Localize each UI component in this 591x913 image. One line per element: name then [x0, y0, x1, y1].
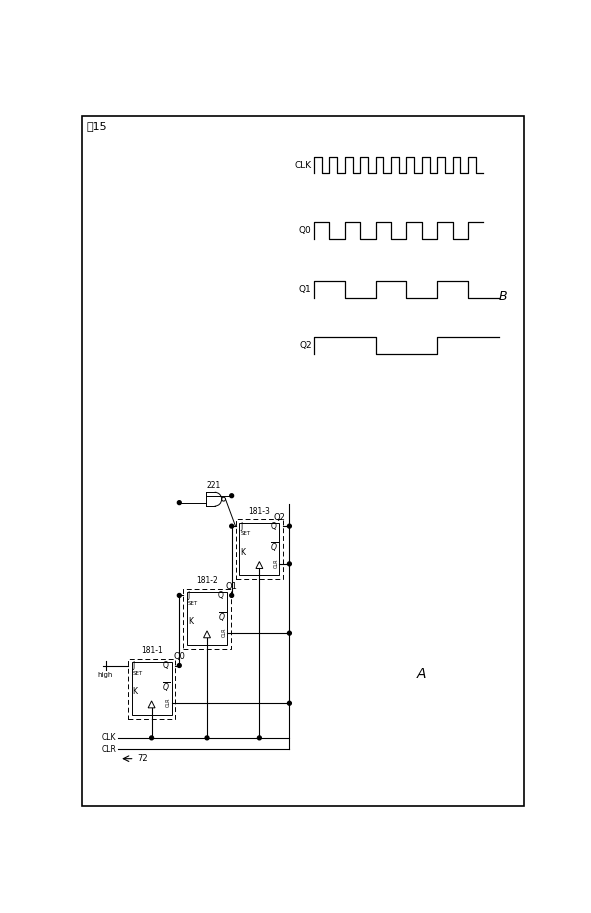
Circle shape	[287, 524, 291, 528]
Text: 72: 72	[137, 754, 148, 763]
Circle shape	[230, 593, 233, 597]
Text: 181-3: 181-3	[248, 507, 270, 516]
Text: $\overline{Q}$: $\overline{Q}$	[270, 541, 278, 554]
Text: $\overline{Q}$: $\overline{Q}$	[218, 611, 226, 624]
Text: CLR: CLR	[166, 698, 171, 708]
Circle shape	[230, 494, 233, 498]
Text: 181-1: 181-1	[141, 646, 163, 656]
Text: Q1: Q1	[226, 582, 238, 591]
Text: Q2: Q2	[274, 512, 285, 521]
Text: CLR: CLR	[274, 559, 278, 568]
Text: CLK: CLK	[102, 733, 116, 742]
Text: B: B	[498, 290, 507, 303]
Circle shape	[177, 664, 181, 667]
Text: SET: SET	[240, 531, 250, 536]
Text: A: A	[417, 667, 427, 681]
Bar	[239, 523, 280, 575]
Text: K: K	[188, 617, 193, 626]
Bar	[187, 593, 227, 645]
Text: Q: Q	[270, 521, 276, 530]
Bar	[183, 589, 231, 648]
Text: Q1: Q1	[299, 285, 311, 294]
Circle shape	[150, 736, 154, 740]
Text: 221: 221	[206, 481, 220, 490]
Text: SET: SET	[132, 671, 142, 676]
Circle shape	[230, 524, 233, 528]
Circle shape	[287, 561, 291, 566]
Text: Q0: Q0	[173, 652, 185, 661]
Text: CLK: CLK	[295, 161, 311, 170]
Text: J: J	[240, 521, 242, 530]
Circle shape	[177, 500, 181, 505]
Text: J: J	[188, 591, 190, 600]
Circle shape	[258, 736, 261, 740]
Circle shape	[205, 736, 209, 740]
Text: 181-2: 181-2	[196, 576, 218, 585]
Text: Q: Q	[218, 591, 223, 600]
Text: $\overline{Q}$: $\overline{Q}$	[163, 680, 170, 694]
Bar	[128, 658, 176, 719]
Text: SET: SET	[188, 601, 198, 605]
Circle shape	[287, 631, 291, 635]
Text: CLR: CLR	[101, 745, 116, 754]
Bar	[132, 663, 171, 715]
Circle shape	[177, 593, 181, 597]
Text: Q2: Q2	[299, 341, 311, 351]
Text: K: K	[240, 548, 245, 557]
Text: K: K	[132, 687, 137, 697]
Text: Q0: Q0	[299, 226, 311, 235]
Text: J: J	[132, 661, 135, 670]
Circle shape	[287, 701, 291, 705]
Text: 図15: 図15	[86, 121, 107, 131]
Bar	[235, 519, 283, 579]
Text: Q: Q	[163, 661, 168, 670]
Text: CLR: CLR	[221, 628, 226, 637]
Text: high: high	[97, 672, 112, 677]
